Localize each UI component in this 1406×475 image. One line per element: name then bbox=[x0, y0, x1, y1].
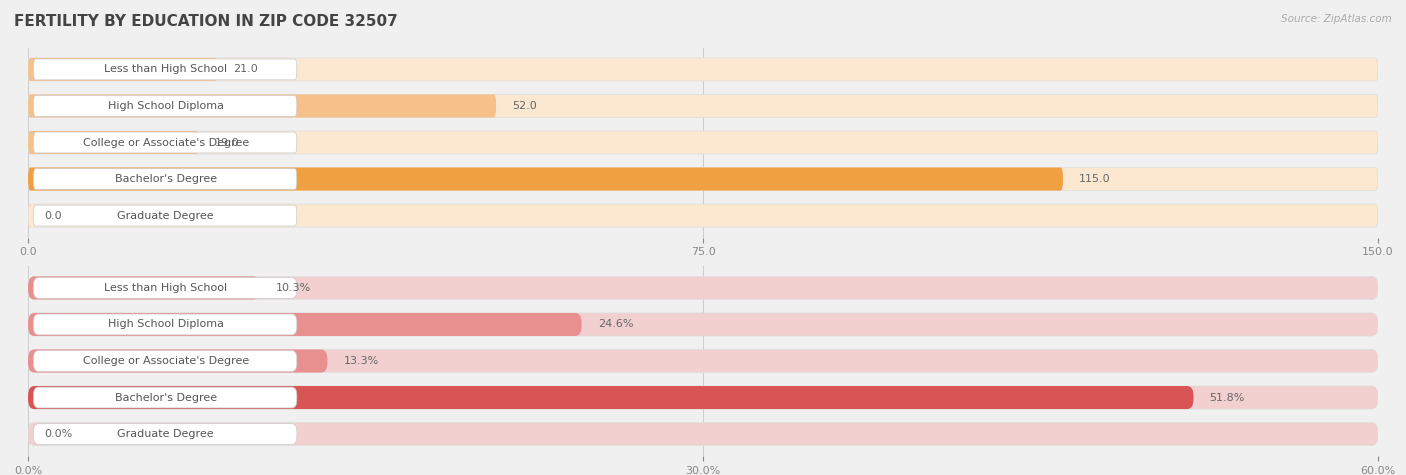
FancyBboxPatch shape bbox=[34, 387, 297, 408]
Text: Source: ZipAtlas.com: Source: ZipAtlas.com bbox=[1281, 14, 1392, 24]
FancyBboxPatch shape bbox=[34, 205, 297, 226]
FancyBboxPatch shape bbox=[28, 131, 200, 154]
Text: Bachelor's Degree: Bachelor's Degree bbox=[115, 174, 217, 184]
Text: Less than High School: Less than High School bbox=[104, 65, 228, 75]
FancyBboxPatch shape bbox=[34, 314, 297, 335]
Text: 52.0: 52.0 bbox=[512, 101, 537, 111]
Text: 19.0: 19.0 bbox=[215, 137, 240, 148]
Text: College or Associate's Degree: College or Associate's Degree bbox=[83, 356, 249, 366]
Text: 51.8%: 51.8% bbox=[1209, 392, 1244, 402]
FancyBboxPatch shape bbox=[34, 277, 297, 298]
Text: 0.0%: 0.0% bbox=[45, 429, 73, 439]
Text: Less than High School: Less than High School bbox=[104, 283, 228, 293]
FancyBboxPatch shape bbox=[34, 59, 297, 80]
FancyBboxPatch shape bbox=[28, 131, 1378, 154]
Text: Graduate Degree: Graduate Degree bbox=[118, 429, 214, 439]
Text: 115.0: 115.0 bbox=[1080, 174, 1111, 184]
Text: 13.3%: 13.3% bbox=[343, 356, 378, 366]
FancyBboxPatch shape bbox=[28, 95, 496, 117]
FancyBboxPatch shape bbox=[34, 132, 297, 153]
FancyBboxPatch shape bbox=[28, 386, 1194, 409]
FancyBboxPatch shape bbox=[34, 424, 297, 445]
FancyBboxPatch shape bbox=[28, 204, 1378, 227]
Text: FERTILITY BY EDUCATION IN ZIP CODE 32507: FERTILITY BY EDUCATION IN ZIP CODE 32507 bbox=[14, 14, 398, 29]
FancyBboxPatch shape bbox=[28, 168, 1063, 190]
Text: 21.0: 21.0 bbox=[233, 65, 259, 75]
FancyBboxPatch shape bbox=[34, 95, 297, 116]
FancyBboxPatch shape bbox=[28, 423, 1378, 446]
Text: Graduate Degree: Graduate Degree bbox=[118, 210, 214, 220]
FancyBboxPatch shape bbox=[28, 350, 1378, 372]
Text: High School Diploma: High School Diploma bbox=[108, 101, 224, 111]
Text: Bachelor's Degree: Bachelor's Degree bbox=[115, 392, 217, 402]
FancyBboxPatch shape bbox=[28, 95, 1378, 117]
FancyBboxPatch shape bbox=[34, 169, 297, 190]
FancyBboxPatch shape bbox=[28, 276, 1378, 299]
Text: 10.3%: 10.3% bbox=[276, 283, 311, 293]
Text: 0.0: 0.0 bbox=[45, 210, 62, 220]
FancyBboxPatch shape bbox=[28, 313, 582, 336]
Text: 24.6%: 24.6% bbox=[598, 320, 633, 330]
Text: High School Diploma: High School Diploma bbox=[108, 320, 224, 330]
FancyBboxPatch shape bbox=[34, 351, 297, 371]
FancyBboxPatch shape bbox=[28, 350, 328, 372]
FancyBboxPatch shape bbox=[28, 313, 1378, 336]
FancyBboxPatch shape bbox=[28, 58, 1378, 81]
FancyBboxPatch shape bbox=[28, 168, 1378, 190]
Text: College or Associate's Degree: College or Associate's Degree bbox=[83, 137, 249, 148]
FancyBboxPatch shape bbox=[28, 58, 217, 81]
FancyBboxPatch shape bbox=[28, 276, 260, 299]
FancyBboxPatch shape bbox=[28, 386, 1378, 409]
